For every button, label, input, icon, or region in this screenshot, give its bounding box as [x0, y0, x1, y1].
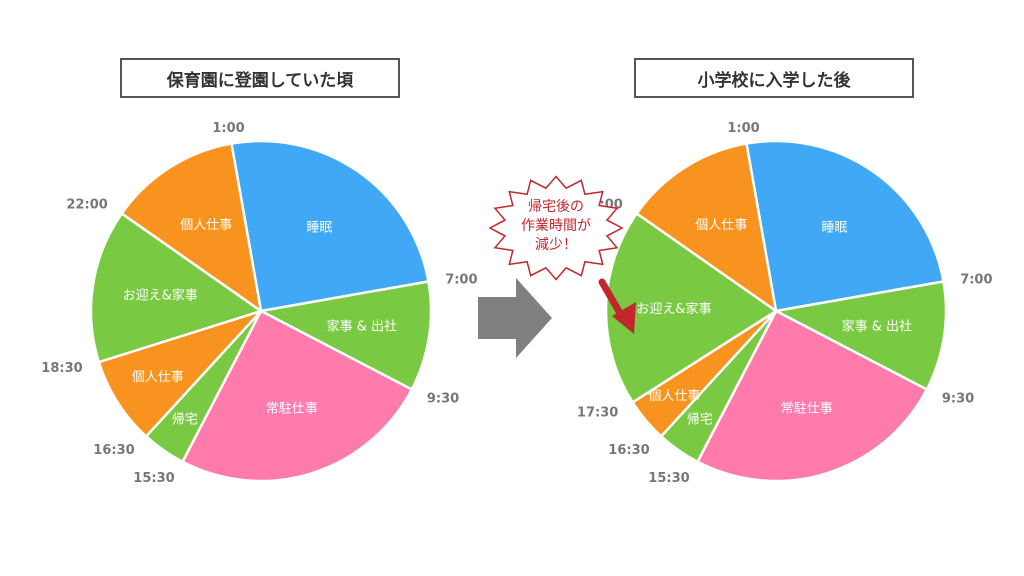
left-time-label-1: 7:00 [445, 273, 477, 288]
right-slice-label-5: お迎え&家事 [636, 301, 711, 317]
right-pie-slice-0 [745, 139, 945, 313]
callout-burst: 帰宅後の 作業時間が 減少！ [488, 175, 624, 281]
left-time-label-4: 16:30 [93, 443, 134, 458]
right-slice-label-0: 睡眠 [821, 220, 847, 235]
right-slice-label-4: 個人仕事 [648, 389, 700, 404]
left-pie-slice-5 [89, 212, 263, 364]
right-time-label-0: 1:00 [727, 121, 759, 136]
left-pie-slice-6 [120, 142, 263, 313]
callout-line-3: 減少！ [535, 236, 577, 253]
right-pie-slice-5 [604, 212, 778, 404]
left-slice-label-3: 帰宅 [172, 412, 198, 428]
left-time-label-6: 22:00 [66, 198, 107, 213]
left-slice-label-1: 家事 & 出社 [327, 319, 397, 335]
right-slice-label-3: 帰宅 [687, 412, 713, 428]
left-time-label-5: 18:30 [41, 361, 82, 376]
right-slice-label-2: 常駐仕事 [781, 401, 833, 416]
left-slice-label-4: 個人仕事 [132, 370, 184, 385]
left-time-label-3: 15:30 [133, 471, 174, 486]
callout-line-2: 作業時間が [521, 218, 591, 234]
callout-burst-shape [488, 175, 624, 281]
right-time-label-4: 16:30 [608, 443, 649, 458]
right-slice-label-6: 個人仕事 [695, 218, 747, 233]
left-slice-label-6: 個人仕事 [180, 218, 232, 233]
left-time-label-0: 1:00 [212, 121, 244, 136]
left-pie-slice-0 [230, 139, 430, 313]
left-chart-title: 保育園に登園していた頃 [120, 58, 400, 98]
right-time-label-5: 17:30 [577, 406, 618, 421]
right-time-label-2: 9:30 [942, 391, 974, 406]
left-time-label-2: 9:30 [427, 391, 459, 406]
right-pie-slice-1 [774, 280, 948, 391]
right-chart-title: 小学校に入学した後 [634, 58, 914, 98]
callout-line-1: 帰宅後の [528, 198, 584, 215]
callout-pointer-arrow-icon [612, 302, 636, 334]
right-time-label-3: 15:30 [648, 471, 689, 486]
left-slice-label-5: お迎え&家事 [123, 288, 198, 304]
right-pie-slice-6 [635, 142, 778, 313]
left-slice-label-2: 常駐仕事 [266, 401, 318, 416]
left-pie-slice-1 [259, 280, 433, 391]
transition-arrow-icon [478, 278, 552, 358]
left-slice-label-0: 睡眠 [306, 220, 332, 235]
right-slice-label-1: 家事 & 出社 [842, 319, 912, 335]
left-pie-slice-4 [97, 309, 263, 438]
right-time-label-1: 7:00 [960, 273, 992, 288]
